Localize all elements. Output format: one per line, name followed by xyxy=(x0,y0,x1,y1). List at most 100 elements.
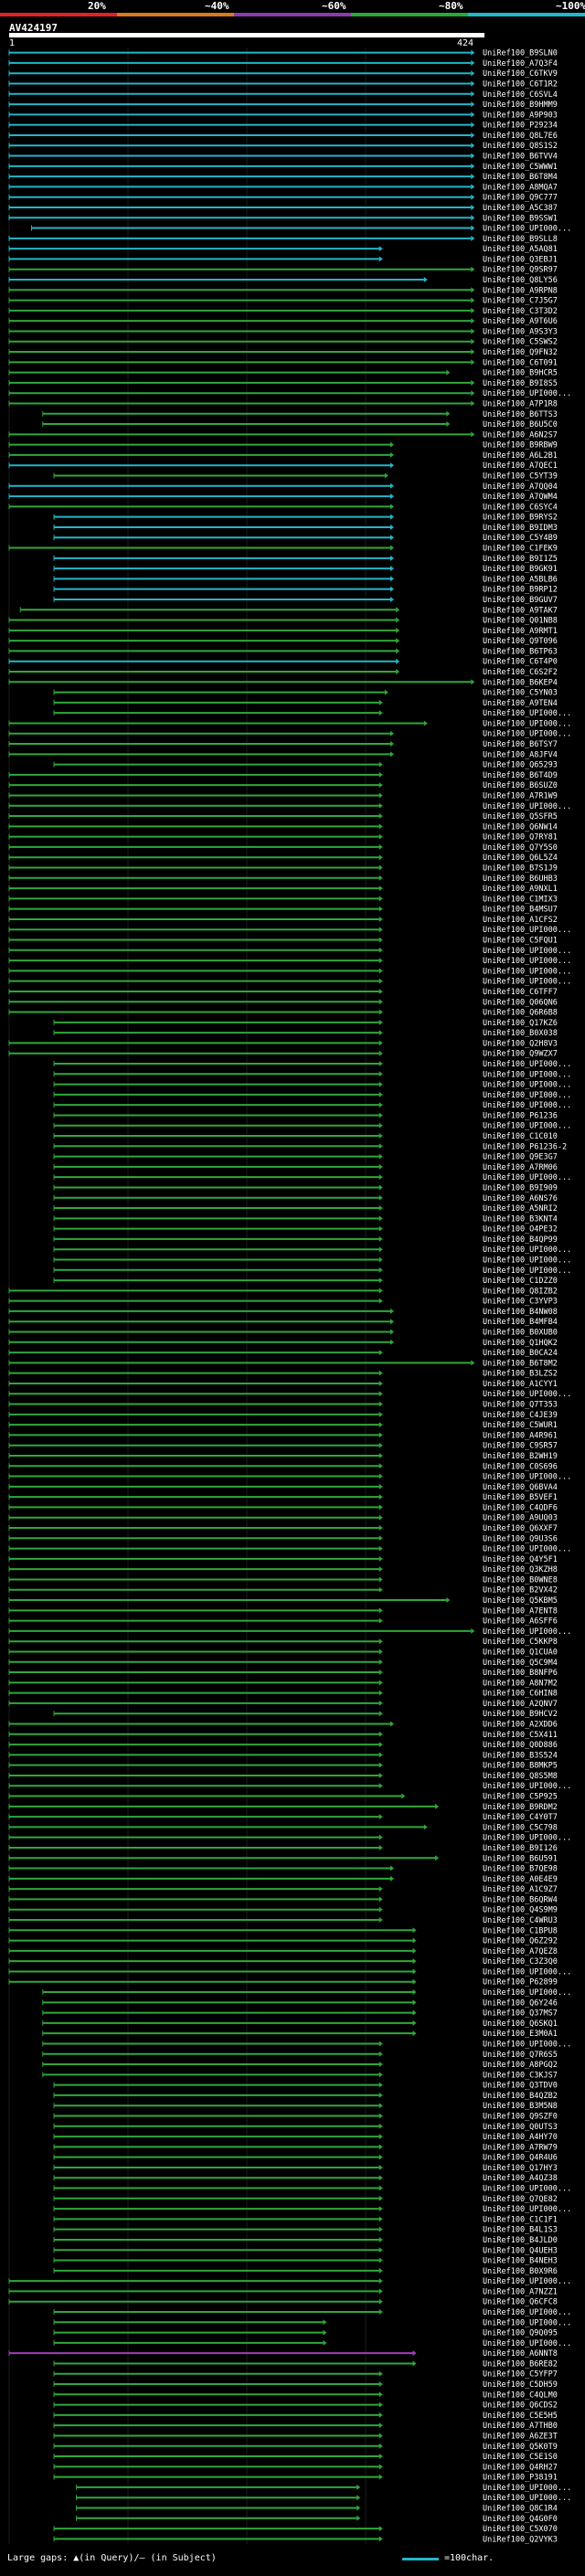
hit-label[interactable]: UniRef100_Q9SZF0 xyxy=(483,2112,558,2121)
hit-label[interactable]: UniRef100_C4QDF6 xyxy=(483,1503,558,1512)
hit-label[interactable]: UniRef100_UPI000... xyxy=(483,2040,571,2049)
hit-label[interactable]: UniRef100_C6SYC4 xyxy=(483,503,558,512)
hit-label[interactable]: UniRef100_B6T8M4 xyxy=(483,173,558,182)
hit-label[interactable]: UniRef100_A9P903 xyxy=(483,111,558,120)
hit-label[interactable]: UniRef100_C4Y0T7 xyxy=(483,1813,558,1822)
hit-label[interactable]: UniRef100_B5VEF1 xyxy=(483,1493,558,1502)
hit-label[interactable]: UniRef100_Q6Z292 xyxy=(483,1937,558,1946)
hit-label[interactable]: UniRef100_Q6L5Z4 xyxy=(483,853,558,863)
hit-label[interactable]: UniRef100_B6QRW4 xyxy=(483,1895,558,1904)
hit-label[interactable]: UniRef100_C5E1S0 xyxy=(483,2453,558,2462)
hit-label[interactable]: UniRef100_C0S696 xyxy=(483,1462,558,1471)
hit-label[interactable]: UniRef100_C6TFF7 xyxy=(483,988,558,997)
hit-label[interactable]: UniRef100_UPI000... xyxy=(483,1834,571,1843)
hit-label[interactable]: UniRef100_UPI000... xyxy=(483,730,571,739)
hit-label[interactable]: UniRef100_B0X9R6 xyxy=(483,2267,558,2276)
hit-label[interactable]: UniRef100_UPI000... xyxy=(483,719,571,728)
hit-label[interactable]: UniRef100_A7QEC1 xyxy=(483,461,558,471)
hit-label[interactable]: UniRef100_Q6R6B8 xyxy=(483,1009,558,1018)
hit-label[interactable]: UniRef100_UPI000... xyxy=(483,225,571,234)
hit-label[interactable]: UniRef100_UPI000... xyxy=(483,2339,571,2348)
hit-label[interactable]: UniRef100_Q01NB8 xyxy=(483,617,558,626)
hit-label[interactable]: UniRef100_C5WUR1 xyxy=(483,1421,558,1430)
hit-label[interactable]: UniRef100_UPI000... xyxy=(483,2484,571,2493)
hit-label[interactable]: UniRef100_C5FQU1 xyxy=(483,937,558,946)
hit-label[interactable]: UniRef100_A1C9Z7 xyxy=(483,1885,558,1894)
hit-label[interactable]: UniRef100_A7QWM4 xyxy=(483,493,558,502)
hit-label[interactable]: UniRef100_B9IDM3 xyxy=(483,524,558,533)
hit-label[interactable]: UniRef100_Q9E3G7 xyxy=(483,1153,558,1162)
hit-label[interactable]: UniRef100_B8NFP6 xyxy=(483,1669,558,1678)
hit-label[interactable]: UniRef100_UPI000... xyxy=(483,1060,571,1069)
hit-label[interactable]: UniRef100_A6ZE3T xyxy=(483,2432,558,2441)
hit-label[interactable]: UniRef100_B6TVV4 xyxy=(483,153,558,162)
hit-label[interactable]: UniRef100_C4WRU3 xyxy=(483,1916,558,1925)
hit-label[interactable]: UniRef100_P29234 xyxy=(483,122,558,131)
hit-label[interactable]: UniRef100_A8PGQ2 xyxy=(483,2061,558,2070)
hit-label[interactable]: UniRef100_Q4S9M9 xyxy=(483,1906,558,1915)
hit-label[interactable]: UniRef100_C1FEK9 xyxy=(483,545,558,554)
hit-label[interactable]: UniRef100_Q7R6S5 xyxy=(483,2051,558,2060)
hit-label[interactable]: UniRef100_Q8L7E6 xyxy=(483,132,558,141)
hit-label[interactable]: UniRef100_A9S3Y3 xyxy=(483,327,558,336)
hit-label[interactable]: UniRef100_UPI000... xyxy=(483,1122,571,1131)
hit-label[interactable]: UniRef100_C5X070 xyxy=(483,2525,558,2534)
hit-label[interactable]: UniRef100_C6SVL4 xyxy=(483,90,558,100)
hit-label[interactable]: UniRef100_C5C798 xyxy=(483,1823,558,1832)
hit-label[interactable]: UniRef100_B9SSW1 xyxy=(483,214,558,223)
hit-label[interactable]: UniRef100_C3T3D2 xyxy=(483,307,558,316)
hit-label[interactable]: UniRef100_UPI000... xyxy=(483,1390,571,1399)
hit-label[interactable]: UniRef100_Q9T096 xyxy=(483,637,558,646)
hit-label[interactable]: UniRef100_C6TKV9 xyxy=(483,69,558,79)
hit-label[interactable]: UniRef100_Q6SKQ1 xyxy=(483,2019,558,2029)
hit-label[interactable]: UniRef100_UPI000... xyxy=(483,1782,571,1791)
hit-label[interactable]: UniRef100_Q5C9M4 xyxy=(483,1659,558,1668)
hit-label[interactable]: UniRef100_B0XUB0 xyxy=(483,1329,558,1338)
hit-label[interactable]: UniRef100_B4QP99 xyxy=(483,1235,558,1245)
hit-label[interactable]: UniRef100_B6TTS3 xyxy=(483,410,558,419)
hit-label[interactable]: UniRef100_B6T4D9 xyxy=(483,771,558,780)
hit-label[interactable]: UniRef100_B9HCR5 xyxy=(483,369,558,378)
hit-label[interactable]: UniRef100_B6RE82 xyxy=(483,2359,558,2369)
hit-label[interactable]: UniRef100_A6NNT8 xyxy=(483,2349,558,2359)
hit-label[interactable]: UniRef100_B3S524 xyxy=(483,1751,558,1760)
hit-label[interactable]: UniRef100_Q9U3S6 xyxy=(483,1534,558,1543)
hit-label[interactable]: UniRef100_A9RMT1 xyxy=(483,627,558,636)
hit-label[interactable]: UniRef100_Q4RH27 xyxy=(483,2463,558,2472)
hit-label[interactable]: UniRef100_A7P1R8 xyxy=(483,399,558,408)
hit-label[interactable]: UniRef100_UPI000... xyxy=(483,2494,571,2503)
hit-label[interactable]: UniRef100_A9UQ03 xyxy=(483,1514,558,1523)
hit-label[interactable]: UniRef100_P38191 xyxy=(483,2474,558,2483)
hit-label[interactable]: UniRef100_A7THB0 xyxy=(483,2422,558,2431)
hit-label[interactable]: UniRef100_B6UHB3 xyxy=(483,875,558,884)
hit-label[interactable]: UniRef100_C5KKP8 xyxy=(483,1638,558,1647)
hit-label[interactable]: UniRef100_C7J5G7 xyxy=(483,297,558,306)
hit-label[interactable]: UniRef100_B8MKP5 xyxy=(483,1762,558,1771)
hit-label[interactable]: UniRef100_B4JLD0 xyxy=(483,2236,558,2245)
hit-label[interactable]: UniRef100_A4HY70 xyxy=(483,2133,558,2142)
hit-label[interactable]: UniRef100_UPI000... xyxy=(483,1256,571,1265)
hit-label[interactable]: UniRef100_B9GUV7 xyxy=(483,596,558,605)
hit-label[interactable]: UniRef100_Q37MS7 xyxy=(483,2009,558,2019)
hit-label[interactable]: UniRef100_UPI000... xyxy=(483,1081,571,1090)
hit-label[interactable]: UniRef100_B9I909 xyxy=(483,1183,558,1193)
hit-label[interactable]: UniRef100_A9T6U6 xyxy=(483,317,558,326)
hit-label[interactable]: UniRef100_C5YT39 xyxy=(483,472,558,482)
hit-label[interactable]: UniRef100_C5P925 xyxy=(483,1793,558,1802)
hit-label[interactable]: UniRef100_Q3EBJ1 xyxy=(483,255,558,264)
hit-label[interactable]: UniRef100_B9RDM2 xyxy=(483,1803,558,1812)
hit-label[interactable]: UniRef100_Q4UEH3 xyxy=(483,2246,558,2255)
hit-label[interactable]: UniRef100_A6SFF6 xyxy=(483,1617,558,1627)
hit-label[interactable]: UniRef100_Q1HQK2 xyxy=(483,1339,558,1348)
hit-label[interactable]: UniRef100_UPI000... xyxy=(483,926,571,935)
hit-label[interactable]: UniRef100_B9RBW9 xyxy=(483,441,558,451)
hit-label[interactable]: UniRef100_A8JFV4 xyxy=(483,750,558,759)
hit-label[interactable]: UniRef100_B0X038 xyxy=(483,1029,558,1038)
hit-label[interactable]: UniRef100_UPI000... xyxy=(483,1091,571,1100)
hit-label[interactable]: UniRef100_Q6CDS2 xyxy=(483,2401,558,2411)
hit-label[interactable]: UniRef100_Q6NW14 xyxy=(483,822,558,832)
hit-label[interactable]: UniRef100_A6NS76 xyxy=(483,1194,558,1203)
hit-label[interactable]: UniRef100_Q2VYK3 xyxy=(483,2535,558,2544)
hit-label[interactable]: UniRef100_C5YN03 xyxy=(483,689,558,698)
hit-label[interactable]: UniRef100_UPI000... xyxy=(483,1627,571,1637)
